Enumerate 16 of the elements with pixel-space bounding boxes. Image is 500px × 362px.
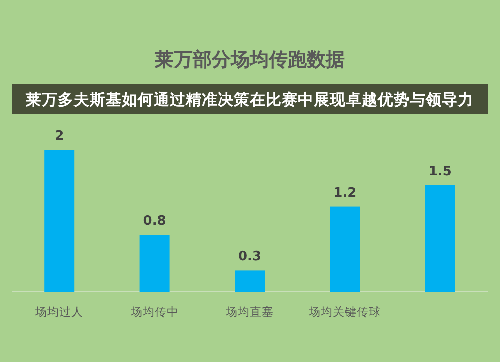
data-label: 2 [55,129,64,144]
data-label: 0.3 [238,250,262,265]
data-label: 0.8 [143,214,166,230]
bar [44,150,75,292]
bar [140,235,170,292]
data-label: 1.2 [334,186,357,201]
data-label: 1.5 [428,164,452,180]
bar [425,186,456,292]
chart-subtitle: 莱万多夫斯基如何通过精准决策在比赛中展现卓越优势与领导力 [25,91,474,109]
x-tick-label: 场均过人 [34,305,84,319]
x-tick-label: 场均关键传球 [308,305,382,319]
x-tick-label: 场均传中 [130,305,179,319]
bar [330,206,360,292]
chart-title: 莱万部分场均传跑数据 [154,49,345,71]
bar [235,270,265,292]
x-tick-label: 场均直塞 [225,305,274,319]
